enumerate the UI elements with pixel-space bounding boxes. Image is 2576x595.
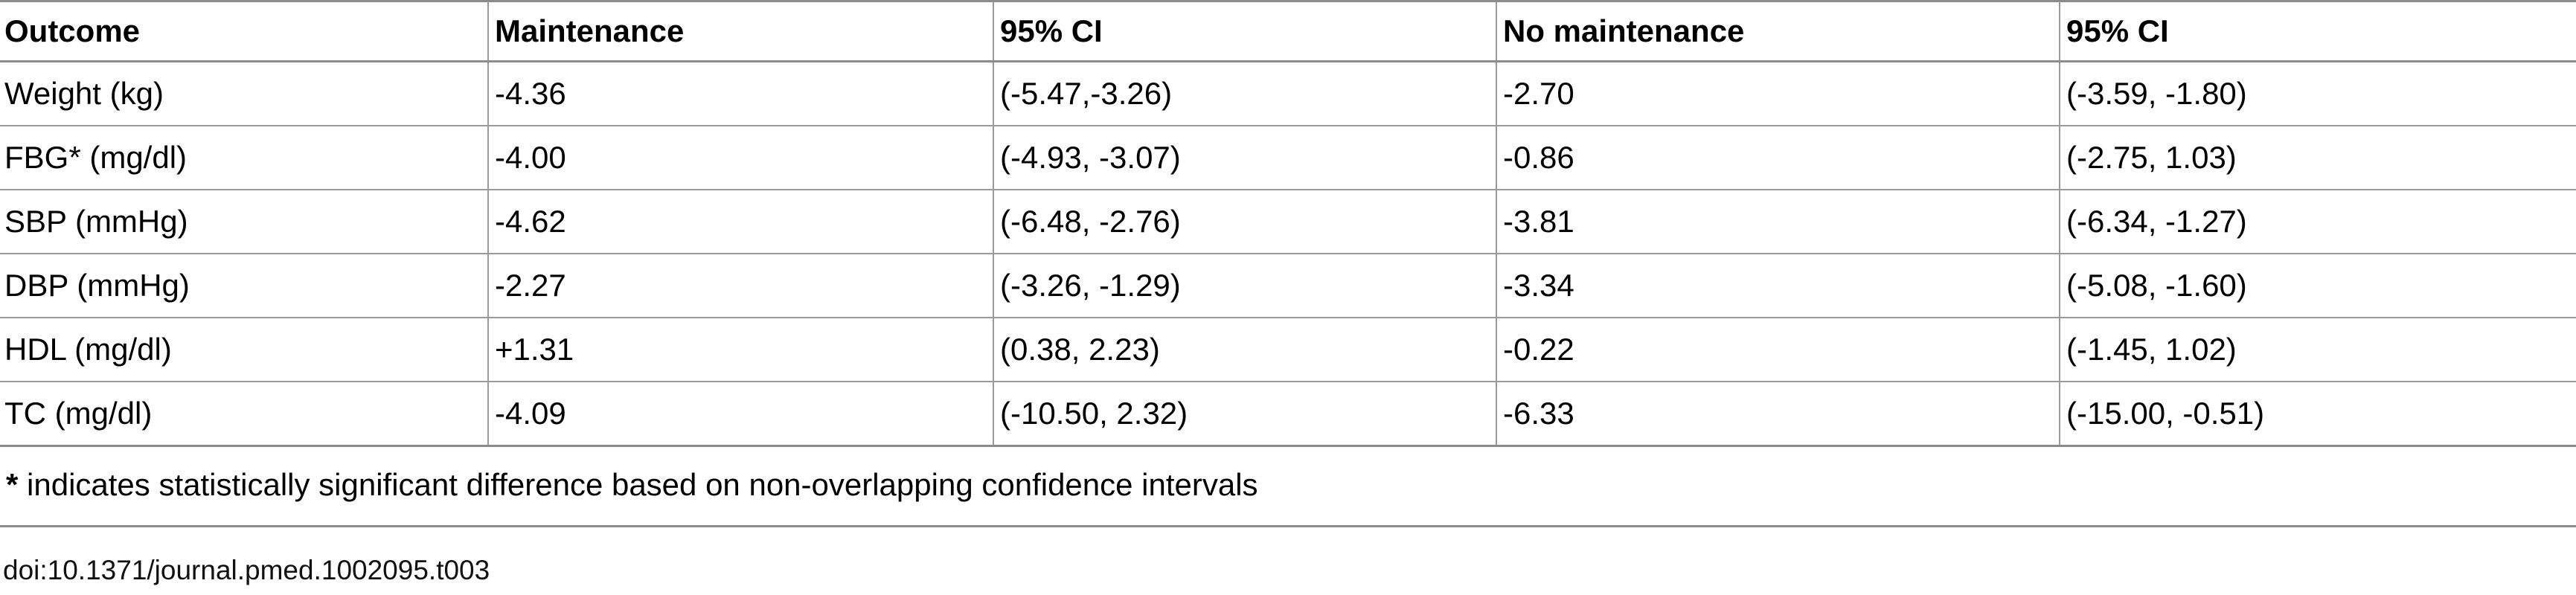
header-maintenance: Maintenance: [487, 0, 993, 62]
cell-maintenance: -4.36: [487, 61, 993, 126]
table-footnote: * indicates statistically significant di…: [6, 467, 1258, 503]
cell-maintenance-ci: (-10.50, 2.32): [993, 382, 1496, 447]
doi-label: doi:10.1371/journal.pmed.1002095.t003: [3, 555, 490, 585]
cell-no-maintenance: -6.33: [1496, 382, 2060, 447]
table-row: SBP (mmHg) -4.62 (-6.48, -2.76) -3.81 (-…: [0, 190, 2576, 254]
cell-maintenance-ci: (-5.47,-3.26): [993, 61, 1496, 126]
cell-maintenance: +1.31: [487, 318, 993, 382]
cell-maintenance: -4.09: [487, 382, 993, 447]
cell-no-maintenance: -0.86: [1496, 126, 2060, 190]
cell-no-maintenance: -2.70: [1496, 61, 2060, 126]
footer-divider: [0, 525, 2576, 527]
table-row: Weight (kg) -4.36 (-5.47,-3.26) -2.70 (-…: [0, 61, 2576, 126]
cell-maintenance: -2.27: [487, 254, 993, 318]
cell-outcome: FBG* (mg/dl): [0, 126, 488, 190]
table-row: DBP (mmHg) -2.27 (-3.26, -1.29) -3.34 (-…: [0, 254, 2576, 318]
cell-no-maintenance-ci: (-3.59, -1.80): [2059, 61, 2576, 126]
cell-outcome: DBP (mmHg): [0, 254, 488, 318]
footnote-marker: *: [6, 467, 19, 502]
header-no-maintenance-ci: 95% CI: [2059, 0, 2576, 62]
cell-outcome: HDL (mg/dl): [0, 318, 488, 382]
cell-no-maintenance: -0.22: [1496, 318, 2060, 382]
table-row: HDL (mg/dl) +1.31 (0.38, 2.23) -0.22 (-1…: [0, 318, 2576, 382]
table-row: TC (mg/dl) -4.09 (-10.50, 2.32) -6.33 (-…: [0, 382, 2576, 447]
header-outcome: Outcome: [0, 0, 488, 62]
cell-maintenance: -4.62: [487, 190, 993, 254]
cell-no-maintenance-ci: (-15.00, -0.51): [2059, 382, 2576, 447]
header-maintenance-ci: 95% CI: [993, 0, 1496, 62]
footnote-text: indicates statistically significant diff…: [18, 467, 1258, 502]
cell-no-maintenance: -3.81: [1496, 190, 2060, 254]
cell-no-maintenance-ci: (-6.34, -1.27): [2059, 190, 2576, 254]
cell-maintenance-ci: (-4.93, -3.07): [993, 126, 1496, 190]
table-header-row: Outcome Maintenance 95% CI No maintenanc…: [0, 0, 2576, 62]
cell-outcome: TC (mg/dl): [0, 382, 488, 447]
cell-no-maintenance-ci: (-5.08, -1.60): [2059, 254, 2576, 318]
results-table: Outcome Maintenance 95% CI No maintenanc…: [0, 0, 2576, 447]
cell-maintenance-ci: (0.38, 2.23): [993, 318, 1496, 382]
cell-maintenance-ci: (-3.26, -1.29): [993, 254, 1496, 318]
table-row: FBG* (mg/dl) -4.00 (-4.93, -3.07) -0.86 …: [0, 126, 2576, 190]
cell-maintenance-ci: (-6.48, -2.76): [993, 190, 1496, 254]
cell-no-maintenance: -3.34: [1496, 254, 2060, 318]
cell-outcome: Weight (kg): [0, 61, 488, 126]
cell-no-maintenance-ci: (-1.45, 1.02): [2059, 318, 2576, 382]
header-no-maintenance: No maintenance: [1496, 0, 2060, 62]
cell-maintenance: -4.00: [487, 126, 993, 190]
cell-no-maintenance-ci: (-2.75, 1.03): [2059, 126, 2576, 190]
cell-outcome: SBP (mmHg): [0, 190, 488, 254]
